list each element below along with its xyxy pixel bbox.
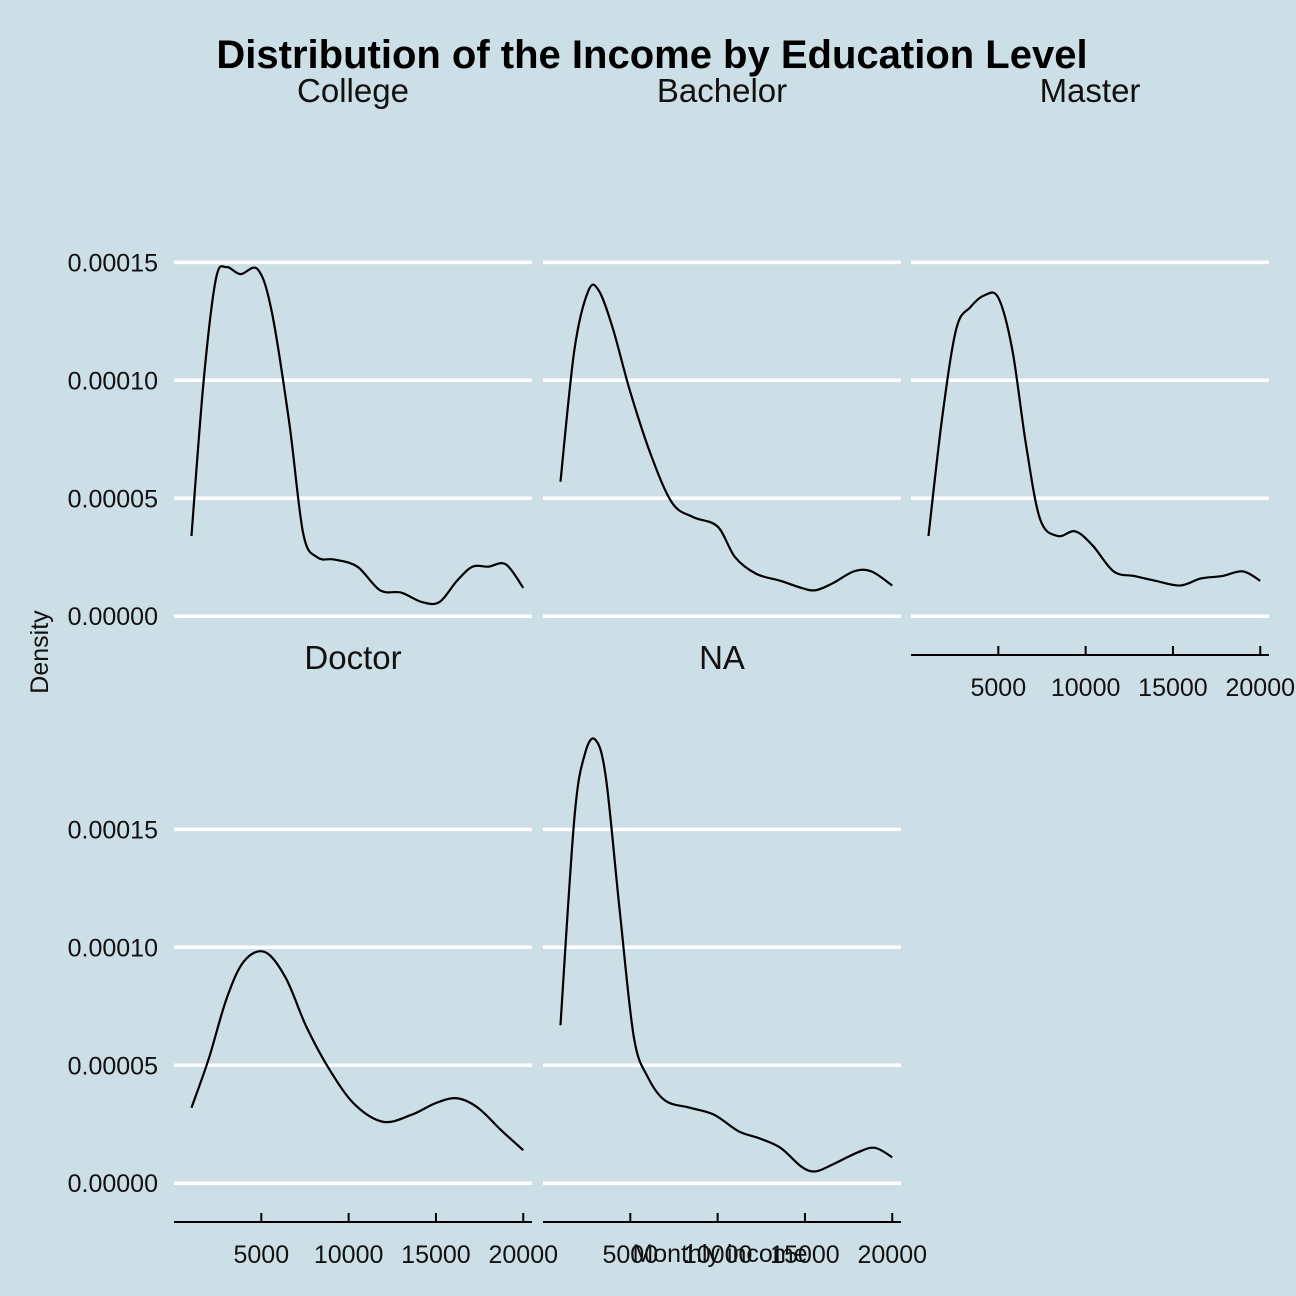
x-tick-label: 10000 xyxy=(314,1241,384,1269)
facet-panel-college: College 0.00000 0.00005 0.00010 0.00015 xyxy=(68,72,532,631)
y-tick-label: 0.00000 xyxy=(68,1170,158,1198)
y-tick-label: 0.00000 xyxy=(68,603,158,631)
x-tick-label: 10000 xyxy=(1051,674,1121,702)
facet-strip-label: College xyxy=(297,72,409,109)
facet-panel-na: NA 5000 10000 15000 20000 xyxy=(543,639,927,1269)
x-tick-label: 5000 xyxy=(234,1241,290,1269)
y-tick-label: 0.00010 xyxy=(68,934,158,962)
y-axis-title: Density xyxy=(26,610,54,694)
x-tick-label: 20000 xyxy=(858,1241,928,1269)
y-tick-label: 0.00010 xyxy=(68,367,158,395)
x-tick-label: 15000 xyxy=(1138,674,1208,702)
x-tick-label: 20000 xyxy=(1226,674,1296,702)
facet-strip-label: Doctor xyxy=(304,639,401,676)
x-tick-label: 5000 xyxy=(971,674,1027,702)
facet-strip-label: Master xyxy=(1040,72,1141,109)
x-tick-label: 15000 xyxy=(770,1241,840,1269)
y-tick-label: 0.00005 xyxy=(68,1052,158,1080)
facet-panel-doctor: Doctor 0.00000 0.00005 0.00010 0.00015 5000 10… xyxy=(68,639,558,1269)
facet-strip-label: Bachelor xyxy=(657,72,787,109)
panel-grid: College 0.00000 0.00005 0.00010 0.00015 Bache… xyxy=(68,72,1295,1269)
density-curve-master xyxy=(927,291,1261,587)
density-curve-na xyxy=(559,737,893,1173)
facet-panel-master: Master 5000 10000 15000 20000 xyxy=(911,72,1295,702)
y-tick-label: 0.00015 xyxy=(68,249,158,277)
density-curve-college xyxy=(190,265,525,606)
x-tick-label: 10000 xyxy=(683,1241,753,1269)
facet-panel-bachelor: Bachelor xyxy=(543,72,901,618)
y-tick-label: 0.00005 xyxy=(68,485,158,513)
x-tick-label: 15000 xyxy=(401,1241,471,1269)
density-curve-bachelor xyxy=(559,283,893,592)
x-tick-label: 5000 xyxy=(603,1241,659,1269)
y-tick-label: 0.00015 xyxy=(68,816,158,844)
density-curve-doctor xyxy=(190,950,525,1151)
x-axis-title: Monthly income xyxy=(632,1240,807,1268)
x-tick-label: 20000 xyxy=(489,1241,559,1269)
facet-strip-label: NA xyxy=(699,639,745,676)
chart-title: Distribution of the Income by Education … xyxy=(216,33,1087,77)
